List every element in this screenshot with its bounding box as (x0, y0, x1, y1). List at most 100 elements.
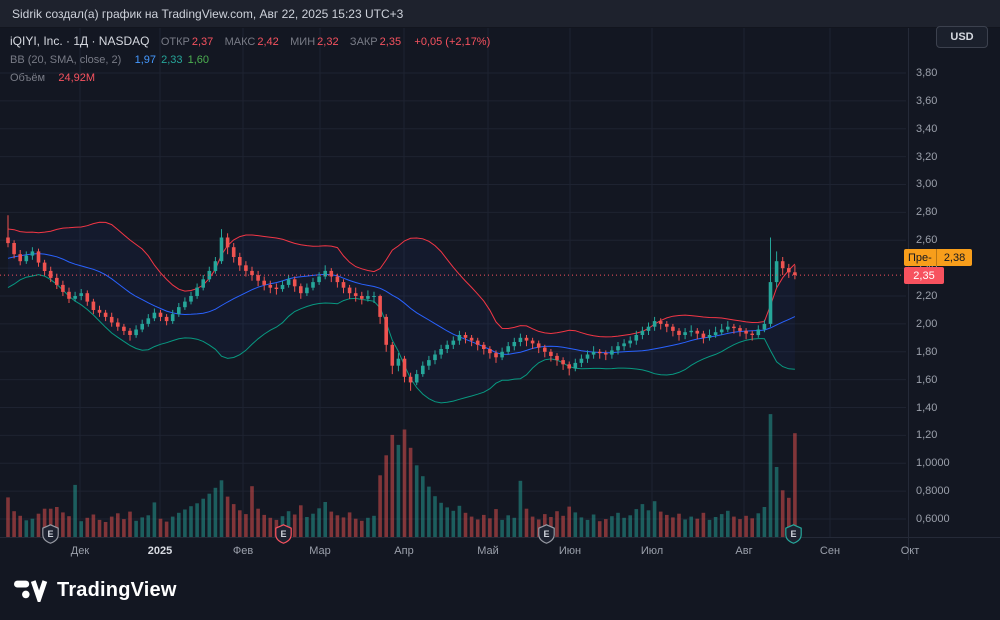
candle-body (292, 279, 297, 287)
candle-body (500, 351, 504, 358)
candle-body (250, 270, 254, 276)
time-axis-label: Окт (900, 545, 920, 557)
candle-body (195, 287, 199, 296)
price-tick-label: 1,60 (916, 374, 938, 386)
time-axis-label: Фев (232, 545, 254, 557)
candle-body (353, 293, 358, 296)
candle-body (524, 337, 529, 341)
candle-body (726, 326, 730, 330)
high-value: 2,42 (257, 36, 279, 48)
candle-body (591, 351, 596, 355)
candle-body (158, 312, 163, 317)
candles-series (6, 215, 797, 391)
candle-body (299, 286, 303, 294)
time-axis-label: Мар (309, 545, 331, 557)
high-label: МАКС (224, 36, 256, 48)
volume-row: Объём 24,92M (10, 69, 490, 87)
candle-body (85, 293, 90, 302)
footer-bar: TradingView (0, 560, 1000, 620)
candle-body (366, 296, 370, 299)
candle-body (103, 312, 108, 317)
candle-body (707, 335, 712, 338)
attribution-bar: Sidrik создал(а) график на TradingView.c… (0, 0, 1000, 28)
candle-body (640, 330, 645, 335)
bollinger-bands-label[interactable]: BB (20, SMA, close, 2) (10, 54, 122, 66)
volume-value: 24,92M (58, 72, 96, 84)
earnings-badge-icon[interactable]: E (275, 524, 292, 544)
candle-body (530, 340, 535, 344)
svg-text:E: E (280, 529, 286, 539)
bb-basis-value: 1,97 (134, 54, 157, 66)
price-tick-label: 3,20 (916, 151, 938, 163)
candle-body (482, 344, 486, 349)
tradingview-logo[interactable]: TradingView (14, 579, 177, 602)
candle-body (488, 349, 492, 354)
candle-body (677, 330, 681, 335)
last-price-label: 2,35 (904, 267, 944, 284)
candle-body (475, 340, 480, 345)
currency-toggle-button[interactable]: USD (936, 26, 988, 48)
candle-body (433, 354, 437, 361)
candle-body (311, 282, 315, 288)
low-value: 2,32 (317, 36, 339, 48)
candle-body (408, 376, 413, 383)
svg-text:E: E (543, 529, 549, 539)
price-tick-label: 3,00 (916, 178, 938, 190)
candle-body (665, 323, 669, 327)
candle-body (213, 261, 218, 271)
candle-body (280, 284, 285, 290)
daily-change: +0,05 (+2,17%) (412, 36, 490, 48)
candle-body (457, 335, 462, 341)
ohlc-low: МИН 2,32 (290, 36, 338, 48)
time-axis-label: Июл (640, 545, 664, 557)
svg-text:E: E (47, 529, 53, 539)
candle-body (305, 287, 309, 294)
symbol-title[interactable]: iQIYI, Inc. · 1Д · NASDAQ (10, 34, 150, 48)
candle-body (360, 296, 364, 299)
candle-body (634, 335, 639, 341)
time-axis-label: Сен (819, 545, 841, 557)
candle-body (183, 301, 187, 308)
candle-body (329, 270, 334, 277)
low-label: МИН (290, 36, 316, 48)
candle-body (646, 326, 651, 331)
candle-body (384, 316, 388, 345)
chart-legend: iQIYI, Inc. · 1Д · NASDAQ ОТКР 2,37 МАКС 2… (10, 33, 490, 87)
candle-body (152, 312, 157, 319)
candle-body (793, 272, 797, 276)
candle-body (73, 296, 77, 299)
symbol-row: iQIYI, Inc. · 1Д · NASDAQ ОТКР 2,37 МАКС 2… (10, 33, 490, 51)
time-axis-label: Май (477, 545, 499, 557)
candle-body (6, 237, 10, 244)
candle-body (231, 247, 236, 257)
ohlc-close: ЗАКР 2,35 (350, 36, 401, 48)
candle-body (695, 330, 700, 334)
candle-body (323, 270, 327, 277)
indicator-row: BB (20, SMA, close, 2) 1,97 2,33 1,60 (10, 51, 490, 69)
candle-body (219, 237, 224, 262)
price-chart-canvas[interactable] (0, 28, 1000, 560)
bollinger-bands (7, 221, 796, 404)
candle-body (518, 337, 523, 342)
change-value: +0,05 (+2,17%) (414, 36, 491, 48)
last-price-value: 2,35 (904, 267, 944, 284)
candle-body (597, 351, 602, 354)
candle-body (451, 340, 456, 345)
candle-body (719, 329, 724, 333)
candle-body (347, 287, 352, 294)
candle-body (134, 329, 138, 336)
volume-label[interactable]: Объём (10, 72, 46, 84)
volume-kv: 24,92M (56, 72, 95, 84)
earnings-badge-icon[interactable]: E (538, 524, 555, 544)
earnings-badge-icon[interactable]: E (42, 524, 59, 544)
candle-body (55, 277, 59, 285)
candle-body (573, 362, 578, 369)
earnings-badge-icon[interactable]: E (785, 524, 802, 544)
candle-body (116, 322, 120, 327)
candle-body (140, 323, 144, 330)
price-tick-label: 3,40 (916, 123, 938, 135)
price-tick-label: 1,80 (916, 346, 938, 358)
candle-body (549, 351, 553, 356)
candle-body (207, 270, 212, 280)
